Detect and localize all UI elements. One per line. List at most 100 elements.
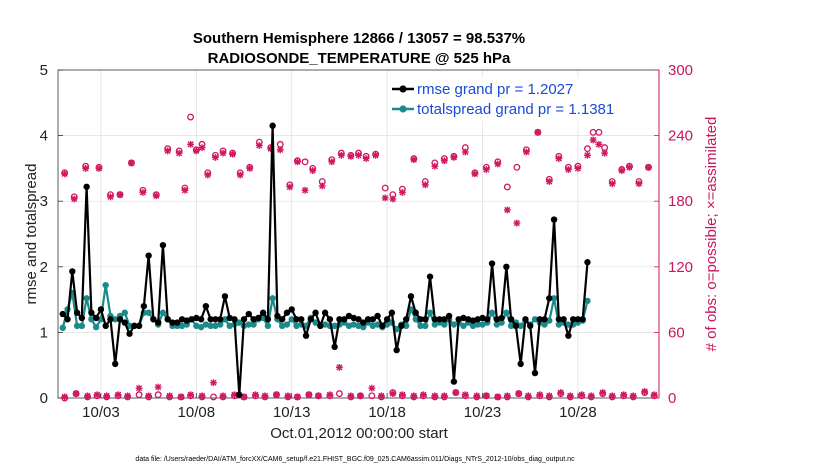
obs-assimilated-marker xyxy=(524,392,532,400)
rmse-data-point xyxy=(145,252,152,259)
y-tick-label: 5 xyxy=(40,62,48,79)
rmse-data-point xyxy=(212,316,219,323)
rmse-data-point xyxy=(169,319,176,326)
rmse-data-point xyxy=(326,316,334,323)
obs-assimilated-marker xyxy=(152,192,160,200)
totalspread-data-point xyxy=(402,322,410,330)
totalspread-data-point xyxy=(159,309,167,316)
obs-assimilated-marker xyxy=(70,195,78,203)
obs-assimilated-marker xyxy=(381,194,389,202)
x-tick-label: 10/08 xyxy=(178,404,216,421)
rmse-data-point xyxy=(64,316,71,323)
rmse-data-point xyxy=(402,316,410,323)
rmse-data-point xyxy=(426,273,434,280)
totalspread-data-point xyxy=(565,321,572,328)
totalspread-data-point xyxy=(83,295,90,302)
obs-assimilated-marker xyxy=(398,189,406,196)
obs-assimilated-marker xyxy=(116,191,124,199)
rmse-data-point xyxy=(154,319,162,326)
rmse-data-point xyxy=(269,122,276,129)
obs-assimilated-marker xyxy=(236,171,244,179)
rmse-data-point xyxy=(116,316,124,323)
totalspread-data-point xyxy=(102,281,109,289)
obs-assimilated-marker xyxy=(315,392,322,400)
y-axis-right-ticks: 0 60 120 180 240 300 xyxy=(654,62,693,407)
obs-assimilated-marker xyxy=(595,140,603,148)
obs-assimilated-marker xyxy=(294,158,301,166)
obs-assimilated-marker xyxy=(461,148,469,156)
obs-assimilated-marker xyxy=(645,163,652,171)
obs-assimilated-marker xyxy=(210,379,217,387)
rmse-data-point xyxy=(503,263,510,270)
rmse-data-point xyxy=(92,314,100,322)
totalspread-data-point xyxy=(59,324,66,332)
rmse-data-point xyxy=(574,316,582,323)
rmse-data-point xyxy=(159,241,167,249)
rmse-data-point xyxy=(488,260,496,267)
rmse-data-point xyxy=(422,316,429,323)
obs-assimilated-marker xyxy=(309,167,317,174)
chart-title-line2: RADIOSONDE_TEMPERATURE @ 525 hPa xyxy=(208,50,511,67)
obs-assimilated-marker xyxy=(503,392,511,400)
rmse-data-point xyxy=(431,316,439,323)
totalspread-data-point xyxy=(283,321,291,328)
totalspread-data-point xyxy=(412,316,419,323)
grid-lines xyxy=(58,70,659,398)
totalspread-data-point xyxy=(269,295,276,302)
obs-assimilated-marker xyxy=(318,182,326,190)
obs-assimilated-marker xyxy=(452,389,460,396)
rmse-data-point xyxy=(240,316,248,323)
obs-assimilated-marker xyxy=(601,149,609,157)
obs-assimilated-marker xyxy=(246,165,254,172)
totalspread-data-point xyxy=(92,323,100,331)
y-right-tick-label: 0 xyxy=(668,390,676,407)
totalspread-data-point xyxy=(73,322,81,330)
obs-possible-marker xyxy=(381,184,389,192)
rmse-data-point xyxy=(236,391,243,398)
obs-assimilated-marker xyxy=(114,391,122,399)
plot-area xyxy=(58,70,659,398)
totalspread-data-point xyxy=(145,309,152,316)
obs-assimilated-marker xyxy=(503,206,511,214)
rmse-data-point xyxy=(331,343,338,351)
rmse-data-point xyxy=(302,332,310,339)
rmse-data-point xyxy=(293,316,300,323)
legend-rmse-marker xyxy=(399,85,407,93)
rmse-data-point xyxy=(527,322,534,330)
totalspread-data-point xyxy=(245,321,252,328)
rmse-data-point xyxy=(555,316,563,323)
rmse-data-point xyxy=(484,316,491,323)
rmse-data-point xyxy=(393,346,400,354)
rmse-data-point xyxy=(78,314,86,322)
rmse-data-point xyxy=(69,268,76,275)
rmse-data-point xyxy=(121,319,128,326)
obs-assimilated-marker xyxy=(164,147,172,155)
obs-assimilated-marker xyxy=(192,147,200,155)
rmse-data-point xyxy=(512,322,520,330)
rmse-data-point xyxy=(369,316,377,323)
obs-assimilated-marker xyxy=(545,178,553,185)
obs-assimilated-marker xyxy=(440,157,448,165)
obs-possible-marker xyxy=(335,390,343,398)
obs-assimilated-marker xyxy=(328,158,336,166)
obs-assimilated-marker xyxy=(107,193,114,201)
obs-assimilated-marker xyxy=(368,384,376,392)
obs-assimilated-marker xyxy=(355,151,362,159)
obs-assimilated-marker xyxy=(377,392,385,400)
obs-possible-marker xyxy=(210,393,217,401)
obs-assimilated-marker xyxy=(450,154,458,161)
rmse-data-point xyxy=(107,316,114,323)
obs-assimilated-marker xyxy=(419,391,427,399)
totalspread-data-point xyxy=(584,297,591,305)
obs-assimilated-marker xyxy=(362,155,370,162)
obs-assimilated-marker xyxy=(219,392,227,400)
obs-assimilated-marker xyxy=(440,392,448,400)
rmse-data-point xyxy=(59,310,66,318)
rmse-data-point xyxy=(164,316,171,323)
rmse-data-point xyxy=(417,316,424,323)
obs-count-markers xyxy=(61,113,658,402)
obs-assimilated-marker xyxy=(95,165,103,172)
x-axis-ticks: 10/03 10/08 10/13 10/18 10/23 10/28 xyxy=(82,393,597,421)
y-right-tick-label: 180 xyxy=(668,193,693,210)
